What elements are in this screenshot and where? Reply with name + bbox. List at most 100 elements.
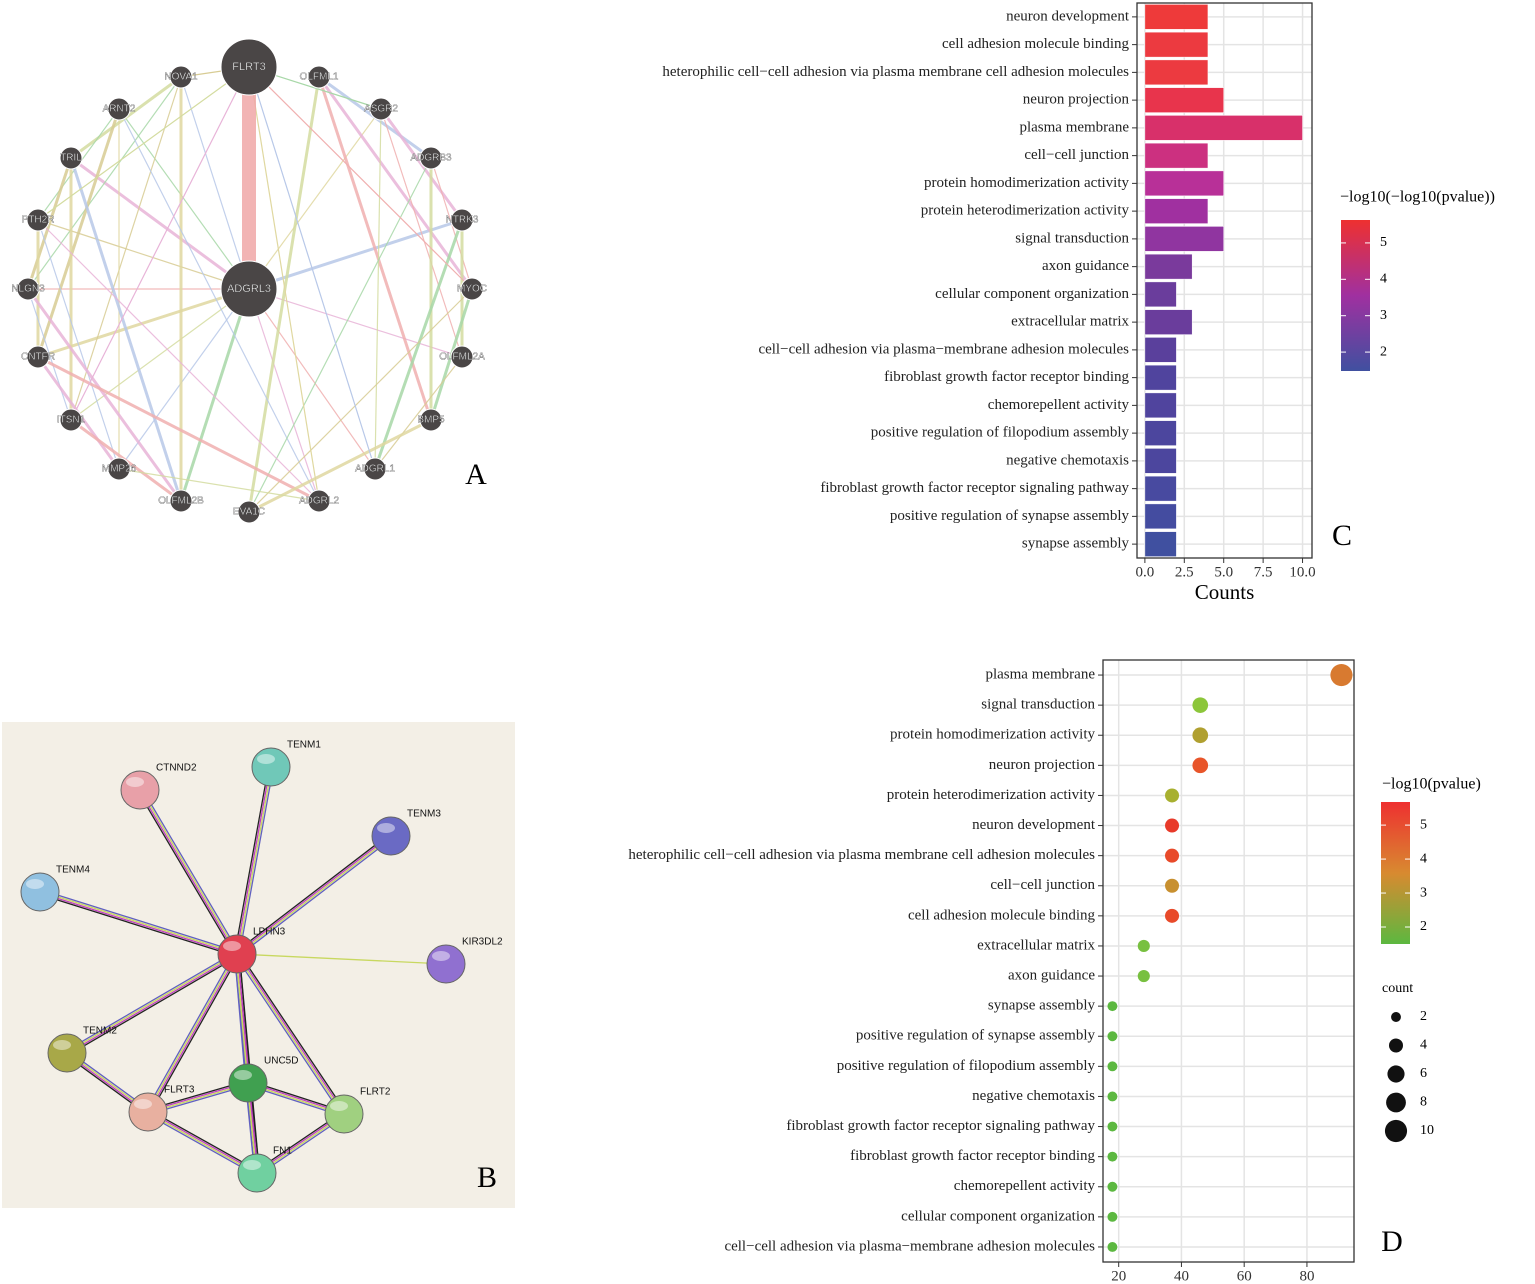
y-tick-label: neuron projection [1023,92,1130,108]
node-highlight [330,1101,348,1111]
y-tick-label: cell adhesion molecule binding [908,907,1096,923]
node [307,489,331,513]
node-label: EVA1C [233,507,265,518]
colorbar-tick-label: 2 [1380,344,1387,359]
point [1165,908,1180,923]
edge [237,767,273,955]
y-tick-label: signal transduction [981,697,1095,713]
network-b: CTNND2 TENM1 TENM3 TENM4 LPHN3 KIR3DL2 TENM2 UN… [20,740,503,1193]
colorbar-tick-label: 5 [1380,235,1387,250]
node [369,97,393,121]
y-tick-label: chemorepellent activity [988,397,1130,413]
edge [234,954,343,1116]
node-highlight [26,879,44,889]
y-tick-label: positive regulation of filopodium assemb… [837,1058,1096,1074]
node [169,65,193,89]
edge [39,892,237,956]
edge [317,76,474,290]
y-tick-label: plasma membrane [985,666,1095,682]
node [26,208,50,232]
node [450,208,474,232]
edge [70,66,250,421]
point [1192,757,1209,774]
edge [238,767,275,955]
node [460,277,484,301]
node [20,872,60,912]
node [169,489,193,513]
point [1165,788,1180,803]
node-label: MMP26 [102,464,137,475]
bar [1144,31,1209,58]
colorbar-tick-label: 3 [1420,885,1427,900]
y-tick-label: fibroblast growth factor receptor signal… [820,480,1129,496]
edge [146,1113,257,1176]
node-highlight [223,941,241,951]
bar [1144,115,1303,141]
y-tick-label: protein homodimerization activity [890,727,1095,743]
edge [70,288,250,421]
bar [1144,337,1177,363]
bar [1144,198,1209,224]
y-tick-label: protein homodimerization activity [924,175,1129,191]
y-tick-label: axon guidance [1008,967,1095,983]
edge [247,76,321,513]
bar [1144,59,1209,86]
node-label: OLFML2A [439,352,485,363]
node-label: NLGN3 [11,284,45,295]
node-highlight [134,1099,152,1109]
panel-label: D [1381,1225,1403,1258]
y-tick-label: heterophilic cell−cell adhesion via plas… [628,847,1095,863]
point [1165,848,1180,863]
size-legend-marker [1391,1012,1401,1022]
edge [118,468,320,502]
size-legend-marker [1389,1038,1403,1053]
colorbar [1341,220,1370,371]
node [217,934,257,974]
node [228,1063,268,1103]
edge [137,790,236,956]
edge [70,156,250,291]
edge [149,954,240,1114]
node-label: FLRT2 [360,1087,391,1098]
colorbar-title: −log10(−log10(pvalue)) [1340,189,1495,206]
edge [380,108,463,358]
edge [237,953,346,1114]
y-tick-label: chemorepellent activity [954,1178,1096,1194]
y-tick-label: fibroblast growth factor receptor bindin… [884,369,1129,385]
edge [248,108,382,290]
panel-label: B [477,1161,497,1194]
node-label: ARNT2 [103,104,136,115]
node-label: ADGRL2 [299,496,339,507]
node-label: TENM3 [407,809,441,820]
node-highlight [53,1040,71,1050]
edge [248,66,320,502]
x-axis-title: Counts [1195,580,1255,604]
bar [1144,142,1209,169]
node-label: FLRT3 [232,61,265,73]
edge [36,108,121,358]
y-tick-label: neuron projection [989,757,1096,773]
bar [1144,448,1177,474]
y-tick-label: synapse assembly [988,998,1096,1014]
point [1192,727,1209,744]
node [324,1094,364,1134]
point [1107,1091,1118,1102]
bar [1144,226,1224,252]
node-label: NOVA1 [164,72,198,83]
edge [248,288,376,470]
edge [248,288,473,513]
node [47,1033,87,1073]
node [128,1092,168,1132]
node [371,816,411,856]
node-label: FLRT3 [164,1085,195,1096]
edge [40,889,238,953]
edge [69,157,183,502]
edge [248,66,473,290]
edge [248,288,320,502]
x-tick-label: 10.0 [1289,564,1315,580]
panel-label: C [1332,519,1352,552]
plot-border [1102,659,1355,1263]
node-label: TENM4 [56,865,90,876]
network-a: FLRT3 ADGRL3 NOVA1 OLFML1 ARNT2 ASGR2 TRIL ADGR… [11,38,487,524]
bar [1144,253,1193,280]
